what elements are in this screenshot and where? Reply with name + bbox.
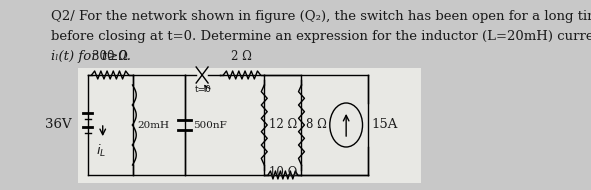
Text: 300 Ω: 300 Ω: [92, 50, 128, 63]
Text: 2 Ω: 2 Ω: [232, 50, 252, 63]
Text: 500nF: 500nF: [193, 120, 226, 130]
Text: 36V: 36V: [45, 119, 72, 131]
Text: Q2/ For the network shown in figure (Q₂), the switch has been open for a long ti: Q2/ For the network shown in figure (Q₂)…: [51, 10, 591, 23]
Text: 10 Ω: 10 Ω: [269, 166, 297, 179]
Text: 12 Ω: 12 Ω: [269, 119, 297, 131]
Text: before closing at t=0. Determine an expression for the inductor (L=20mH) current: before closing at t=0. Determine an expr…: [51, 30, 591, 43]
Text: 8 Ω: 8 Ω: [306, 119, 327, 131]
FancyBboxPatch shape: [78, 68, 421, 183]
Text: t=0: t=0: [195, 85, 212, 94]
Text: 20mH: 20mH: [137, 120, 169, 130]
Text: iₗ(t) for t≥0.: iₗ(t) for t≥0.: [51, 50, 131, 63]
Text: $i_L$: $i_L$: [96, 143, 106, 159]
Text: 15A: 15A: [372, 119, 398, 131]
